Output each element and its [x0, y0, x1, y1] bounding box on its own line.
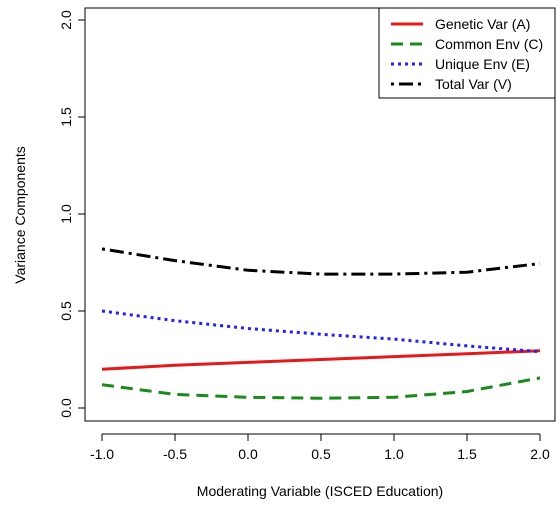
x-tick-label: 0.0: [238, 446, 258, 462]
legend-label: Unique Env (E): [435, 56, 530, 72]
y-tick-label: 0.5: [58, 301, 74, 321]
x-axis-label: Moderating Variable (ISCED Education): [197, 483, 443, 499]
y-tick-label: 1.0: [58, 204, 74, 224]
x-tick-label: 1.0: [384, 446, 404, 462]
x-tick-label: 1.5: [457, 446, 477, 462]
y-tick-label: 0.0: [58, 398, 74, 418]
series-line-2: [101, 309, 541, 354]
x-axis: -1.0 -0.5 0.0 0.5 1.0 1.5 2.0: [90, 433, 550, 462]
y-axis-label: Variance Components: [12, 146, 28, 283]
x-tick-label: 0.5: [311, 446, 331, 462]
series-line-3: [101, 247, 541, 276]
y-axis: 0.0 0.5 1.0 1.5 2.0: [58, 10, 86, 418]
series-layer: [101, 247, 541, 400]
series-line-1: [101, 376, 541, 400]
legend-label: Genetic Var (A): [435, 16, 530, 32]
y-tick-label: 2.0: [58, 10, 74, 30]
legend-label: Total Var (V): [435, 76, 512, 92]
x-tick-label: -0.5: [163, 446, 187, 462]
legend-label: Common Env (C): [435, 36, 543, 52]
legend: Genetic Var (A) Common Env (C) Unique Env …: [378, 7, 556, 99]
y-tick-label: 1.5: [58, 107, 74, 127]
x-tick-label: -1.0: [90, 446, 114, 462]
series-line-0: [101, 349, 541, 371]
x-tick-label: 2.0: [530, 446, 550, 462]
